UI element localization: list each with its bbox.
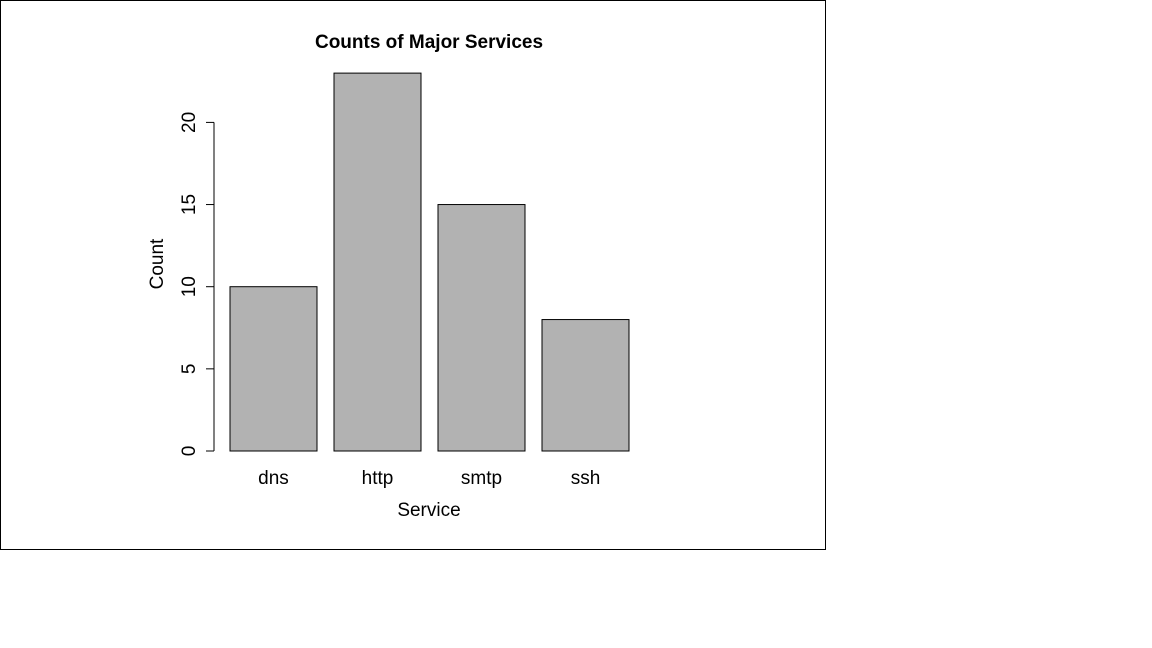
x-axis-ticks: dns http smtp ssh [258,468,600,489]
x-tick-label: smtp [461,468,502,489]
bar-smtp [437,204,526,452]
chart-title: Counts of Major Services [315,32,543,53]
bar-dns [229,286,318,452]
y-axis: 0 5 10 15 20 [179,112,215,457]
y-tick-label: 20 [179,112,200,133]
y-tick-label: 0 [179,446,200,457]
x-tick-label: ssh [571,468,601,489]
x-axis-label: Service [397,500,460,521]
bar-ssh [541,319,630,452]
bar-http [333,72,422,452]
y-tick-label: 15 [179,194,200,215]
bars-group [229,72,630,452]
y-axis-label: Count [147,238,168,289]
y-tick-label: 10 [179,276,200,297]
x-tick-label: http [362,468,394,489]
x-tick-label: dns [258,468,289,489]
y-tick-label: 5 [179,364,200,375]
